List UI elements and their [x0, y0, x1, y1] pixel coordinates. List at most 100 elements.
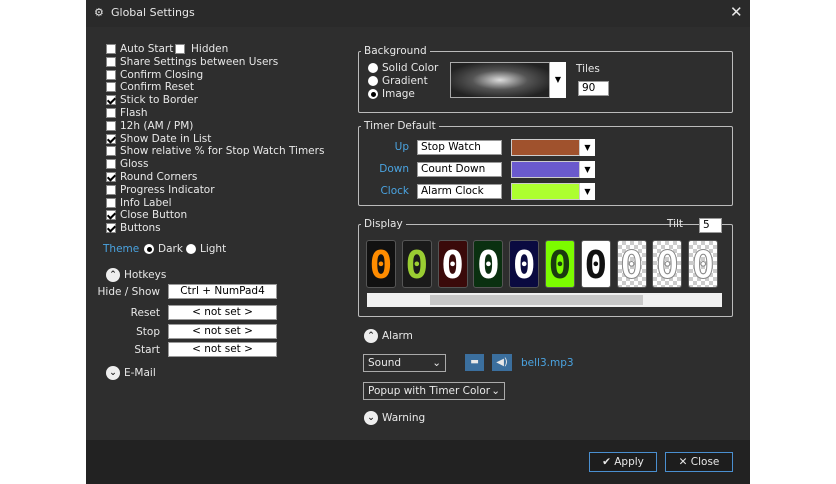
checkbox[interactable]: [106, 108, 116, 118]
checkbox-label: Share Settings between Users: [120, 55, 279, 68]
checkbox-label: Confirm Reset: [120, 81, 195, 94]
checkbox[interactable]: [106, 146, 116, 157]
alarm-title: Alarm: [382, 330, 413, 342]
radio-label: Image: [382, 88, 415, 100]
checkbox[interactable]: [175, 44, 185, 54]
digit-tile[interactable]: 0: [580, 240, 611, 288]
hotkeys-toggle[interactable]: ⌃: [106, 268, 120, 282]
digit-tile[interactable]: 0: [652, 240, 683, 288]
checkbox-label: Stick to Border: [120, 94, 198, 107]
timer-input[interactable]: Stop Watch: [417, 140, 502, 155]
color-swatch[interactable]: [511, 139, 580, 156]
tilt-input[interactable]: 5: [699, 218, 722, 233]
radio-label: Gradient: [382, 75, 428, 87]
checkbox[interactable]: [106, 223, 116, 234]
alarm-toggle[interactable]: ⌃: [364, 329, 378, 343]
close-x[interactable]: ✕: [730, 3, 743, 21]
close-button[interactable]: ✕ Close: [665, 452, 733, 472]
radio[interactable]: [368, 76, 378, 86]
color-swatch[interactable]: [511, 183, 580, 200]
email-title: E-Mail: [124, 367, 156, 379]
checkbox[interactable]: [106, 95, 116, 106]
hotkey-input[interactable]: Ctrl + NumPad4: [168, 284, 277, 299]
timer-label: Clock: [380, 185, 409, 197]
checkbox-label: Confirm Closing: [120, 68, 204, 81]
warning-toggle[interactable]: ⌄: [364, 411, 378, 425]
footer: ✔ Apply ✕ Close: [86, 440, 750, 484]
sound-file[interactable]: bell3.mp3: [521, 357, 574, 369]
timer-input[interactable]: Count Down: [417, 162, 502, 177]
checkbox[interactable]: [106, 210, 116, 221]
checkbox[interactable]: [106, 120, 116, 131]
checkbox[interactable]: [106, 44, 116, 54]
color-dropdown[interactable]: ▼: [580, 139, 595, 156]
radio[interactable]: [144, 244, 154, 254]
play-button[interactable]: ◀): [492, 354, 512, 371]
radio-label: Solid Color: [382, 62, 439, 74]
timer-label: Up: [394, 141, 409, 153]
folder-button[interactable]: ▬: [465, 354, 484, 371]
checkbox[interactable]: [106, 172, 116, 182]
digit-tile[interactable]: 0: [688, 240, 719, 288]
window-title: Global Settings: [111, 6, 195, 19]
checkbox-label: Hidden: [191, 43, 229, 55]
email-toggle[interactable]: ⌄: [106, 366, 120, 380]
tilt-label: Tilt: [667, 218, 684, 230]
popup-select[interactable]: Popup with Timer Color ⌄: [363, 382, 505, 400]
checkbox-label: 12h (AM / PM): [120, 119, 194, 132]
radio-label: Dark: [158, 243, 183, 255]
digit-tile[interactable]: 0: [401, 240, 432, 288]
checkbox-label: Flash: [120, 107, 148, 119]
checkbox-label: Progress Indicator: [120, 183, 215, 196]
scroll-thumb[interactable]: [430, 295, 643, 305]
color-dropdown[interactable]: ▼: [580, 183, 595, 200]
warning-title: Warning: [382, 412, 426, 424]
hotkey-input[interactable]: < not set >: [168, 324, 277, 339]
apply-label: Apply: [614, 456, 644, 468]
hotkey-input[interactable]: < not set >: [168, 305, 277, 320]
digit-tile[interactable]: 0: [616, 240, 647, 288]
digit-tile[interactable]: 0: [437, 240, 468, 288]
dialog: ⚙ Global Settings ✕ Theme ⌃ Hotkeys ⌄ E-…: [86, 0, 750, 484]
title-bar: ⚙ Global Settings ✕: [86, 0, 750, 27]
radio-label: Light: [200, 243, 227, 255]
checkbox[interactable]: [106, 133, 116, 144]
digit-tile[interactable]: 0: [366, 240, 396, 288]
checkbox[interactable]: [106, 69, 116, 80]
display-title: Display: [361, 218, 406, 230]
checkbox[interactable]: [106, 197, 116, 208]
checkbox-label: Info Label: [120, 196, 172, 209]
image-dropdown[interactable]: ▼: [550, 62, 566, 98]
hotkeys-title: Hotkeys: [124, 269, 167, 281]
checkbox[interactable]: [106, 184, 116, 195]
title-icon: ⚙: [94, 6, 104, 19]
hotkey-label: Stop: [136, 326, 160, 338]
radio[interactable]: [186, 244, 196, 254]
digit-tile[interactable]: 0: [545, 240, 575, 288]
display-group: [358, 224, 733, 317]
hotkey-input[interactable]: < not set >: [168, 342, 277, 357]
tiles-label: Tiles: [576, 63, 600, 75]
sound-value: Sound: [368, 357, 402, 369]
checkbox[interactable]: [106, 56, 116, 67]
timer-label: Down: [379, 163, 409, 175]
digit-tile[interactable]: 0: [509, 240, 540, 288]
popup-value: Popup with Timer Color: [368, 385, 491, 397]
hotkey-label: Hide / Show: [97, 286, 160, 298]
checkbox-label: Close Button: [120, 209, 188, 222]
color-swatch[interactable]: [511, 161, 580, 178]
checkbox-label: Show relative % for Stop Watch Timers: [120, 145, 325, 158]
tiles-input[interactable]: 90: [578, 81, 609, 96]
radio[interactable]: [368, 89, 378, 99]
scrollbar[interactable]: [367, 293, 722, 307]
checkbox[interactable]: [106, 159, 116, 170]
background-group: [358, 51, 733, 113]
digit-tile[interactable]: 0: [473, 240, 504, 288]
color-dropdown[interactable]: ▼: [580, 161, 595, 178]
image-preview[interactable]: [450, 62, 550, 98]
radio[interactable]: [368, 63, 378, 73]
checkbox[interactable]: [106, 82, 116, 93]
sound-select[interactable]: Sound ⌄: [363, 354, 446, 372]
apply-button[interactable]: ✔ Apply: [589, 452, 657, 472]
timer-input[interactable]: Alarm Clock: [417, 184, 502, 199]
